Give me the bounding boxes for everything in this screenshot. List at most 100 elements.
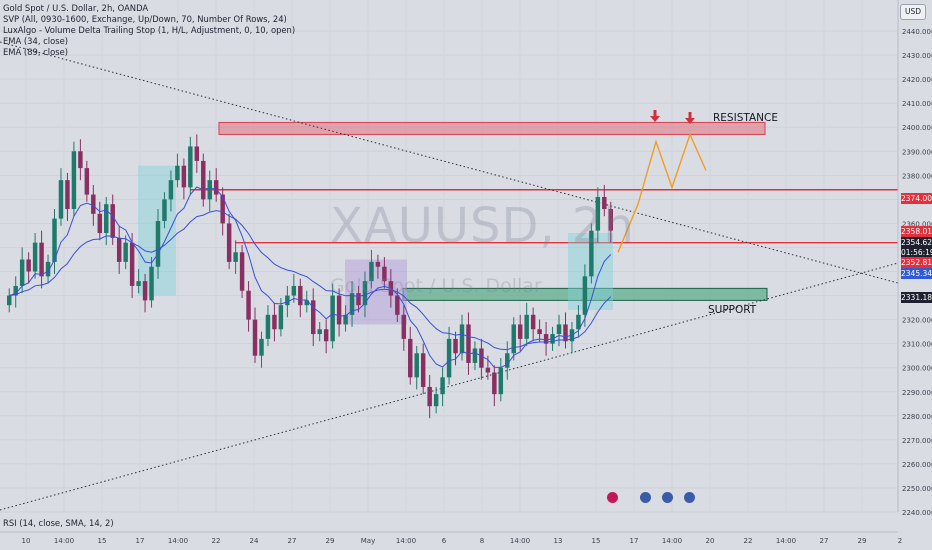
x-tick-label: 17 [630, 537, 639, 545]
descending-trendline [0, 41, 899, 284]
candle-body [511, 324, 516, 354]
candle-body [7, 295, 12, 306]
resistance-annotation: RESISTANCE [713, 112, 778, 124]
candle-body [304, 300, 309, 306]
x-tick-label: May [361, 537, 375, 545]
y-tick-label: 2430.000 [902, 52, 932, 60]
y-tick-label: 2410.000 [902, 100, 932, 108]
watermark-description: Gold Spot / U.S. Dollar [330, 275, 542, 297]
candle-body [45, 261, 51, 277]
candle-body [71, 151, 77, 209]
candle-body [485, 367, 491, 373]
event-us-flag-icon[interactable] [684, 492, 695, 503]
candle-body [530, 314, 536, 330]
x-tick-label: 29 [326, 537, 335, 545]
candle-body [201, 160, 206, 200]
arrow-down-icon [685, 118, 695, 124]
event-us-flag-icon[interactable] [640, 492, 651, 503]
candle-body [433, 394, 439, 407]
x-tick-label: 22 [744, 537, 753, 545]
candle-body [239, 252, 245, 291]
candle-body [576, 314, 581, 330]
candle-body [505, 353, 510, 368]
candle-body [395, 295, 400, 315]
candle-body [517, 324, 523, 339]
x-tick-label: 14:00 [396, 537, 416, 545]
y-tick-label: 2390.000 [902, 148, 932, 156]
x-tick-label: 14:00 [168, 537, 188, 545]
candle-body [175, 165, 180, 181]
candle-body [104, 204, 109, 234]
price-label-level: 2358.012 [901, 226, 932, 237]
candle-body [233, 252, 238, 262]
candle-body [317, 329, 322, 335]
candle-body [84, 168, 90, 195]
resistance-zone [218, 121, 766, 135]
candle-body [408, 338, 413, 378]
candle-body [362, 281, 368, 306]
y-tick-label: 2280.000 [902, 413, 932, 421]
candle-body [343, 314, 348, 325]
x-tick-label: 14:00 [510, 537, 530, 545]
candle-body [265, 314, 271, 339]
candle-body [382, 266, 387, 282]
x-tick-label: 22 [212, 537, 221, 545]
price-label-level2: 2352.816 [901, 257, 932, 268]
x-tick-label: 24 [250, 537, 259, 545]
candle-body [285, 295, 290, 306]
legend-ema89: EMA (89, close) [3, 47, 68, 57]
candle-body [181, 165, 187, 188]
candle-body [39, 242, 44, 277]
arrow-down-icon [653, 110, 657, 116]
x-tick-label: 8 [480, 537, 484, 545]
y-tick-label: 2400.000 [902, 124, 932, 132]
chart-legend: Gold Spot / U.S. Dollar, 2h, OANDA SVP (… [3, 3, 295, 58]
candle-body [375, 261, 381, 267]
ascending-trendline [0, 262, 899, 511]
currency-button[interactable]: USD [900, 4, 926, 20]
legend-svp: SVP (All, 0930-1600, Exchange, Up/Down, … [3, 14, 287, 24]
rsi-label: RSI (14, close, SMA, 14, 2) [3, 518, 114, 528]
y-tick-label: 2310.000 [902, 341, 932, 349]
candle-body [420, 353, 426, 387]
candle-body [259, 338, 264, 356]
candle-body [123, 242, 128, 262]
candle-body [446, 338, 452, 378]
x-tick-label: 17 [136, 537, 145, 545]
candle-body [168, 180, 174, 200]
x-tick-label: 27 [820, 537, 829, 545]
price-label-last: 2354.625 [901, 237, 932, 248]
candle-body [58, 180, 64, 219]
candle-body [498, 367, 504, 395]
candle-body [207, 180, 212, 200]
candle-body [608, 209, 613, 231]
y-tick-label: 2300.000 [902, 365, 932, 373]
candle-body [136, 281, 141, 286]
event-lightning-icon[interactable] [607, 492, 618, 503]
projection-path [617, 132, 707, 253]
y-tick-label: 2260.000 [902, 461, 932, 469]
legend-symbol: Gold Spot / U.S. Dollar, 2h, OANDA [3, 3, 149, 13]
candle-body [129, 242, 135, 286]
x-tick-label: 14:00 [54, 537, 74, 545]
candle-body [589, 230, 594, 277]
y-tick-label: 2360.000 [902, 220, 932, 228]
support-annotation: SUPPORT [708, 304, 757, 316]
candle-body [291, 285, 297, 296]
candle-body [246, 290, 251, 320]
candle-body [278, 305, 284, 330]
candle-body [272, 314, 277, 330]
candle-body [213, 180, 219, 195]
candle-body [97, 213, 103, 234]
x-tick-label: 27 [288, 537, 297, 545]
x-tick-label: 14:00 [662, 537, 682, 545]
event-us-flag-icon[interactable] [662, 492, 673, 503]
y-tick-label: 2290.000 [902, 389, 932, 397]
candle-body [194, 146, 200, 161]
candle-body [142, 281, 148, 301]
candle-body [32, 242, 38, 272]
zones [138, 121, 898, 325]
candle-body [116, 237, 122, 262]
